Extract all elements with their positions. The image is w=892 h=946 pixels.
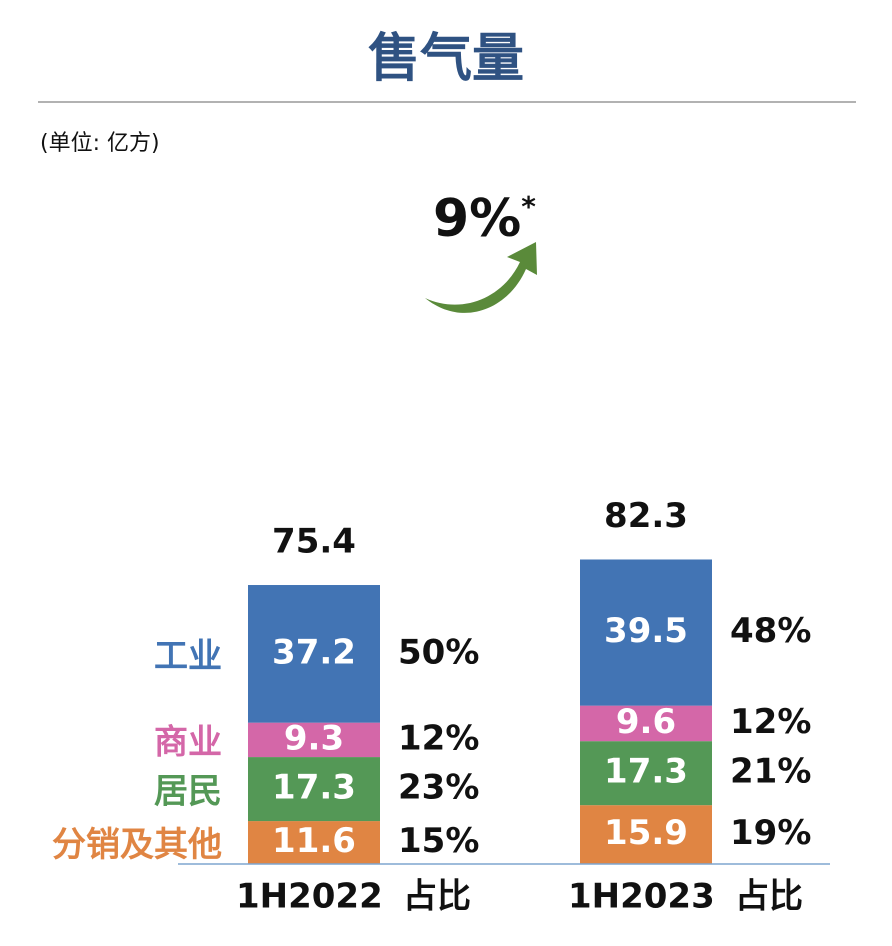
bar-segment — [580, 805, 712, 864]
bar-total-label: 75.4 — [272, 522, 356, 562]
bar-segment — [248, 821, 380, 864]
share-label: 15% — [398, 821, 479, 861]
legend-label: 分销及其他 — [52, 825, 222, 865]
bar-value-label: 9.6 — [616, 702, 676, 742]
bar-value-label: 15.9 — [604, 813, 688, 853]
unit-label: (单位: 亿方) — [40, 131, 160, 156]
bar-value-label: 37.2 — [272, 632, 356, 672]
category-label: 1H2023 — [568, 877, 715, 917]
legend-label: 工业 — [154, 636, 222, 676]
chart-title: 售气量 — [368, 29, 524, 89]
share-label: 12% — [398, 718, 479, 758]
growth-arrow-icon — [425, 242, 537, 313]
growth-footnote-mark: * — [521, 190, 536, 223]
share-label: 50% — [398, 632, 479, 672]
bars-layer — [248, 559, 712, 864]
bar-segment — [580, 741, 712, 806]
share-label: 21% — [730, 752, 811, 792]
bar-segment — [580, 705, 712, 742]
share-label: 23% — [398, 768, 479, 808]
labels-layer: 11.6 15% 分销及其他 17.3 23% 居民 9.3 12% 商业 37.2 50% 工业 75… — [52, 496, 811, 917]
legend-label: 商业 — [154, 722, 222, 762]
share-label: 12% — [730, 702, 811, 742]
bar-segment — [248, 722, 380, 758]
legend-label: 居民 — [154, 772, 222, 812]
bar-value-label: 11.6 — [272, 821, 356, 861]
share-label: 48% — [730, 611, 811, 651]
bar-value-label: 17.3 — [272, 768, 356, 808]
share-header: 占比 — [403, 877, 471, 917]
share-label: 19% — [730, 813, 811, 853]
bar-value-label: 17.3 — [604, 752, 688, 792]
category-label: 1H2022 — [236, 877, 383, 917]
bar-value-label: 39.5 — [604, 611, 688, 651]
share-header: 占比 — [735, 877, 803, 917]
bar-segment — [248, 757, 380, 822]
bar-segment — [580, 559, 712, 706]
bar-segment — [248, 585, 380, 723]
growth-rate: 9%* — [433, 189, 536, 249]
growth-value: 9% — [433, 189, 521, 249]
bar-value-label: 9.3 — [284, 718, 344, 758]
bar-total-label: 82.3 — [604, 496, 688, 536]
